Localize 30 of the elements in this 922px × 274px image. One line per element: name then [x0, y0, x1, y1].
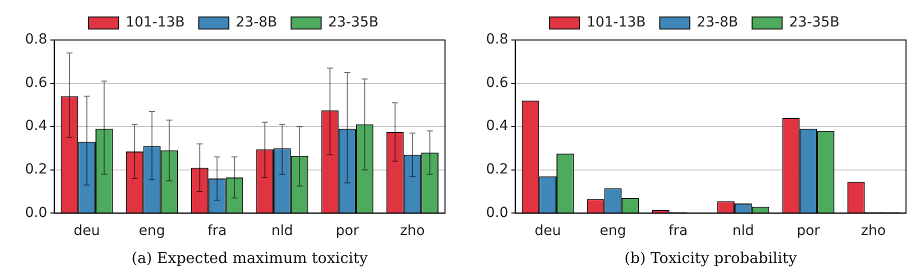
- x-tick-label: zho: [400, 223, 425, 240]
- x-axis-title: (b) Toxicity probability: [624, 248, 798, 267]
- y-tick-label: 0.6: [25, 74, 48, 91]
- legend-label: 23-8B: [696, 14, 738, 31]
- y-tick-label: 0.6: [486, 74, 508, 91]
- legend-label: 23-8B: [236, 14, 278, 31]
- y-tick-label: 0.4: [486, 118, 508, 134]
- x-tick-label: nld: [271, 223, 294, 240]
- x-tick-label: fra: [668, 223, 688, 240]
- y-tick-label: 0.8: [486, 32, 508, 48]
- x-tick-label: fra: [207, 223, 227, 240]
- x-axis-title: (a) Expected maximum toxicity: [131, 248, 368, 267]
- x-tick-label: eng: [600, 223, 626, 240]
- legend-label: 23-35B: [328, 14, 378, 31]
- x-tick-label: eng: [138, 223, 166, 240]
- x-tick-label: zho: [861, 223, 886, 240]
- legend-label: 101-13B: [126, 14, 185, 31]
- legend-label: 23-35B: [789, 14, 840, 31]
- x-tick-label: deu: [74, 223, 100, 240]
- x-tick-label: deu: [534, 223, 562, 240]
- y-tick-label: 0.4: [25, 118, 48, 134]
- y-tick-label: 0.0: [25, 204, 48, 221]
- y-tick-label: 0.8: [25, 32, 48, 48]
- y-tick-label: 0.2: [486, 162, 508, 178]
- y-tick-label: 0.2: [25, 162, 48, 178]
- x-tick-label: por: [336, 223, 360, 240]
- x-tick-label: nld: [732, 223, 754, 240]
- x-tick-label: por: [796, 223, 820, 240]
- legend-label: 101-13B: [586, 14, 646, 31]
- y-tick-label: 0.0: [486, 204, 508, 221]
